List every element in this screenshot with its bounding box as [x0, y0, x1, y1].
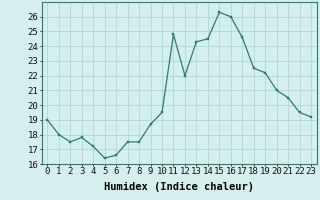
X-axis label: Humidex (Indice chaleur): Humidex (Indice chaleur): [104, 182, 254, 192]
